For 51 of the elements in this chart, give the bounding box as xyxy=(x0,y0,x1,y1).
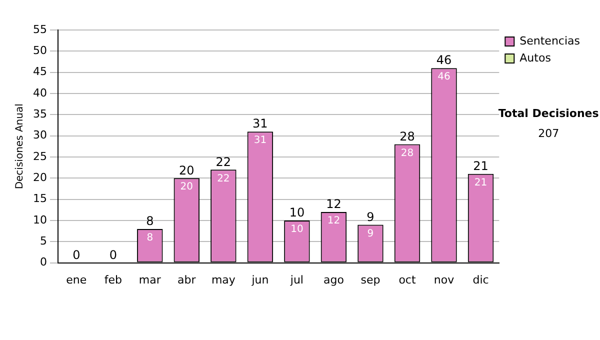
total-label: 9 xyxy=(366,210,374,224)
text: 207 xyxy=(538,126,560,140)
y-tick-label: 15 xyxy=(32,192,47,206)
y-tick-label: 35 xyxy=(32,108,47,121)
total-label: 31 xyxy=(252,116,268,131)
y-tick-label: 55 xyxy=(32,22,47,36)
x-tick-label: ago xyxy=(323,273,344,286)
data-label: 22 xyxy=(217,173,230,184)
x-tick-label: dic xyxy=(472,273,489,286)
total-label: 22 xyxy=(216,154,232,169)
x-tick-label: sep xyxy=(360,273,380,286)
x-tick-label: jul xyxy=(289,273,304,286)
total-label: 0 xyxy=(109,248,117,262)
total-label: 0 xyxy=(72,248,80,262)
y-tick-label: 25 xyxy=(32,150,47,163)
total-label: 21 xyxy=(473,159,488,174)
legend-label: Autos xyxy=(520,51,552,64)
total-label: 20 xyxy=(179,163,194,178)
y-tick-label: 30 xyxy=(32,128,47,142)
total-label: 28 xyxy=(400,129,415,144)
y-tick-label: 0 xyxy=(40,256,47,269)
y-tick-label: 45 xyxy=(32,65,47,78)
total-label: 10 xyxy=(289,206,305,220)
x-tick-label: ene xyxy=(66,273,87,286)
annotation: Total Decisiones xyxy=(498,106,600,120)
x-tick-label: abr xyxy=(178,273,196,286)
x-tick-label: oct xyxy=(398,273,416,286)
data-label: 46 xyxy=(438,72,450,83)
x-tick-label: feb xyxy=(104,273,122,286)
x-tick-label: mar xyxy=(138,273,162,286)
data-label: 20 xyxy=(180,182,194,193)
x-tick-label: nov xyxy=(434,273,455,286)
data-label: 21 xyxy=(474,178,488,189)
total-label: 46 xyxy=(436,53,452,68)
x-tick-label: jun xyxy=(250,273,269,286)
legend-label: Sentencias xyxy=(520,34,580,48)
data-label: 28 xyxy=(400,148,414,159)
y-axis-title: Decisiones Anual xyxy=(14,104,26,190)
y-tick-label: 50 xyxy=(32,44,47,58)
data-label: 10 xyxy=(290,224,304,236)
y-tick-label: 10 xyxy=(32,213,47,226)
total-label: 8 xyxy=(146,214,154,228)
data-label: 8 xyxy=(146,232,154,244)
total-label: 12 xyxy=(326,197,342,212)
y-tick-label: 40 xyxy=(32,86,47,100)
data-label: 31 xyxy=(254,135,267,146)
y-tick-label: 20 xyxy=(32,171,47,184)
data-label: 9 xyxy=(367,228,374,240)
data-label: 12 xyxy=(327,216,340,227)
x-tick-label: may xyxy=(211,273,236,286)
y-tick-label: 5 xyxy=(40,234,47,248)
